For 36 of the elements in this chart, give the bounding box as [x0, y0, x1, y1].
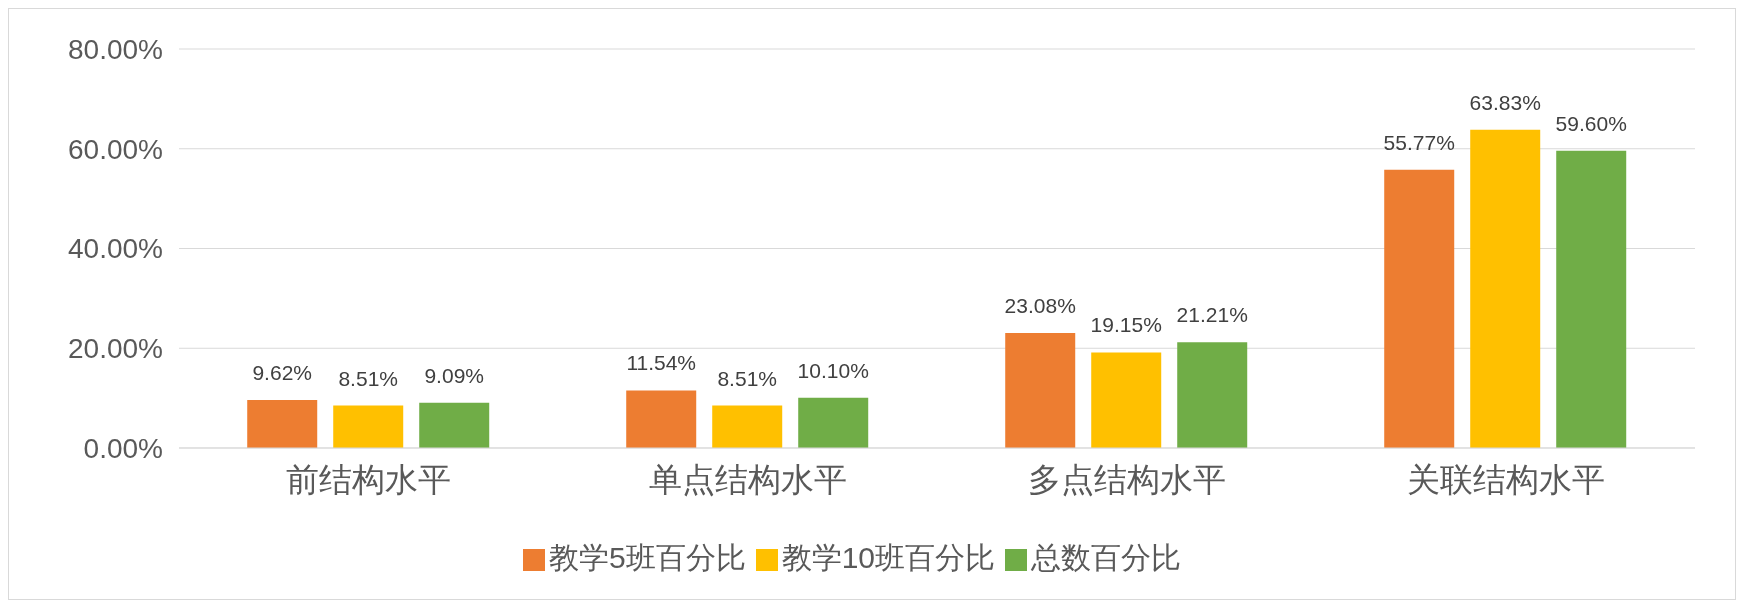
x-tick-label: 关联结构水平	[1406, 461, 1605, 499]
bar	[798, 397, 869, 448]
bar	[1384, 169, 1455, 448]
bar	[333, 405, 404, 448]
data-label: 55.77%	[1383, 130, 1455, 154]
legend-label: 教学5班百分比	[548, 541, 746, 574]
bar	[1470, 129, 1541, 448]
y-tick-label: 60.00%	[68, 133, 163, 165]
data-label: 10.10%	[797, 358, 869, 382]
x-tick-label: 前结构水平	[286, 461, 451, 499]
data-label: 21.21%	[1176, 303, 1248, 327]
data-label: 9.09%	[424, 363, 484, 387]
bar	[1177, 342, 1248, 448]
bar	[1005, 332, 1076, 448]
y-tick-label: 0.00%	[83, 432, 163, 464]
bar	[247, 400, 318, 448]
x-tick-label: 单点结构水平	[648, 461, 847, 499]
bar	[419, 402, 490, 448]
legend-label: 总数百分比	[1031, 541, 1182, 574]
bar	[1091, 352, 1162, 448]
bar	[626, 390, 697, 448]
x-tick-label: 多点结构水平	[1027, 461, 1226, 499]
data-label: 8.51%	[338, 366, 398, 390]
legend-label: 教学10班百分比	[781, 541, 996, 574]
data-label: 63.83%	[1469, 90, 1541, 114]
bar	[1556, 150, 1627, 448]
data-label: 23.08%	[1004, 293, 1076, 317]
y-tick-label: 80.00%	[68, 33, 163, 65]
data-label: 8.51%	[717, 366, 777, 390]
y-tick-label: 40.00%	[68, 233, 163, 265]
y-tick-label: 20.00%	[68, 333, 163, 365]
bar	[712, 405, 783, 448]
data-label: 11.54%	[626, 351, 697, 375]
data-label: 19.15%	[1090, 313, 1162, 337]
data-label: 59.60%	[1555, 111, 1627, 135]
data-label: 9.62%	[252, 361, 312, 385]
